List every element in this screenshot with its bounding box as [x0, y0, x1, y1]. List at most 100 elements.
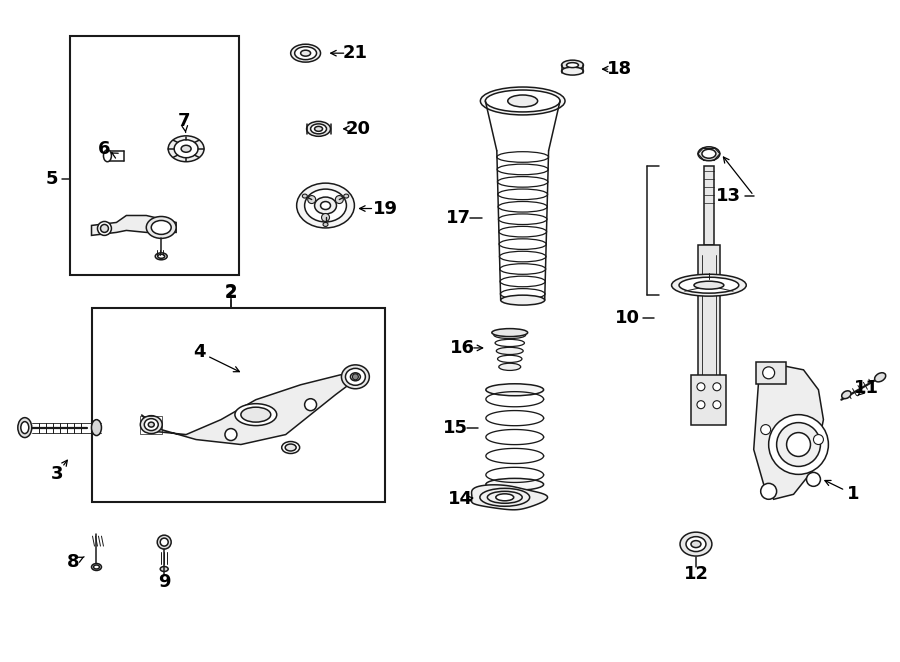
Text: 3: 3: [50, 465, 63, 483]
Text: 21: 21: [343, 44, 368, 62]
Text: 5: 5: [45, 169, 58, 187]
Circle shape: [760, 483, 777, 499]
Polygon shape: [141, 375, 360, 444]
Bar: [691, 375, 726, 424]
Ellipse shape: [486, 384, 544, 396]
Ellipse shape: [680, 532, 712, 556]
Ellipse shape: [486, 479, 544, 491]
Ellipse shape: [18, 418, 32, 438]
Ellipse shape: [235, 404, 276, 426]
Circle shape: [713, 383, 721, 391]
Bar: [92, 308, 385, 502]
Circle shape: [101, 224, 108, 232]
Ellipse shape: [291, 44, 320, 62]
Text: 10: 10: [615, 309, 640, 327]
Ellipse shape: [691, 541, 701, 547]
Ellipse shape: [294, 47, 317, 60]
Bar: [704, 166, 714, 246]
Ellipse shape: [158, 254, 165, 258]
Ellipse shape: [485, 90, 560, 112]
Circle shape: [308, 195, 316, 203]
Ellipse shape: [304, 189, 347, 222]
Text: 19: 19: [373, 199, 398, 218]
Circle shape: [697, 383, 705, 391]
Bar: [69, 36, 238, 275]
Ellipse shape: [155, 253, 167, 260]
Circle shape: [814, 434, 824, 444]
Text: 9: 9: [158, 573, 170, 591]
Ellipse shape: [496, 348, 523, 354]
Circle shape: [336, 195, 343, 203]
Ellipse shape: [494, 332, 526, 338]
Text: 2: 2: [225, 284, 238, 302]
Ellipse shape: [181, 145, 191, 152]
Text: 18: 18: [607, 60, 632, 78]
Ellipse shape: [147, 216, 176, 238]
Ellipse shape: [241, 407, 271, 422]
Circle shape: [225, 428, 237, 440]
Ellipse shape: [301, 50, 310, 56]
Text: 6: 6: [98, 140, 111, 158]
Circle shape: [353, 374, 358, 380]
Text: 15: 15: [443, 418, 467, 437]
Circle shape: [321, 214, 329, 222]
Ellipse shape: [702, 149, 716, 158]
Text: 12: 12: [683, 565, 708, 583]
Text: 2: 2: [225, 283, 238, 301]
Ellipse shape: [671, 274, 746, 296]
Text: 8: 8: [68, 553, 80, 571]
Ellipse shape: [566, 63, 579, 68]
Circle shape: [760, 424, 770, 434]
Circle shape: [158, 535, 171, 549]
Polygon shape: [472, 485, 547, 510]
Text: 7: 7: [178, 112, 191, 130]
Ellipse shape: [297, 183, 355, 228]
Circle shape: [806, 473, 821, 487]
Ellipse shape: [307, 121, 330, 136]
Ellipse shape: [346, 368, 365, 385]
Ellipse shape: [491, 328, 527, 336]
Ellipse shape: [694, 281, 724, 289]
Ellipse shape: [323, 222, 328, 226]
Ellipse shape: [302, 194, 307, 198]
Ellipse shape: [92, 563, 102, 571]
Text: 1: 1: [847, 485, 860, 503]
Text: 20: 20: [346, 120, 371, 138]
Circle shape: [304, 399, 317, 410]
Circle shape: [769, 414, 828, 475]
Ellipse shape: [344, 194, 348, 198]
Circle shape: [713, 401, 721, 408]
Ellipse shape: [21, 422, 29, 434]
Text: 14: 14: [447, 491, 473, 508]
Ellipse shape: [310, 124, 327, 134]
Ellipse shape: [104, 150, 112, 162]
Polygon shape: [92, 216, 176, 236]
Bar: [140, 416, 162, 434]
Circle shape: [762, 367, 775, 379]
Ellipse shape: [148, 422, 154, 427]
Text: 11: 11: [854, 379, 878, 397]
Text: 16: 16: [449, 339, 474, 357]
Bar: [756, 362, 786, 384]
Ellipse shape: [496, 494, 514, 500]
Ellipse shape: [315, 126, 322, 131]
Ellipse shape: [508, 95, 537, 107]
Circle shape: [160, 538, 168, 546]
Ellipse shape: [160, 567, 168, 571]
Ellipse shape: [698, 147, 720, 161]
Ellipse shape: [842, 391, 851, 399]
Ellipse shape: [350, 373, 360, 381]
Ellipse shape: [92, 420, 102, 436]
Text: 4: 4: [193, 343, 205, 361]
Ellipse shape: [175, 140, 198, 158]
Ellipse shape: [481, 87, 565, 115]
Ellipse shape: [285, 444, 296, 451]
Ellipse shape: [875, 373, 886, 382]
Ellipse shape: [315, 197, 337, 214]
Ellipse shape: [562, 60, 583, 70]
Circle shape: [97, 222, 112, 236]
Ellipse shape: [679, 277, 739, 293]
Ellipse shape: [500, 295, 544, 305]
Ellipse shape: [151, 220, 171, 234]
Text: 17: 17: [446, 209, 471, 228]
